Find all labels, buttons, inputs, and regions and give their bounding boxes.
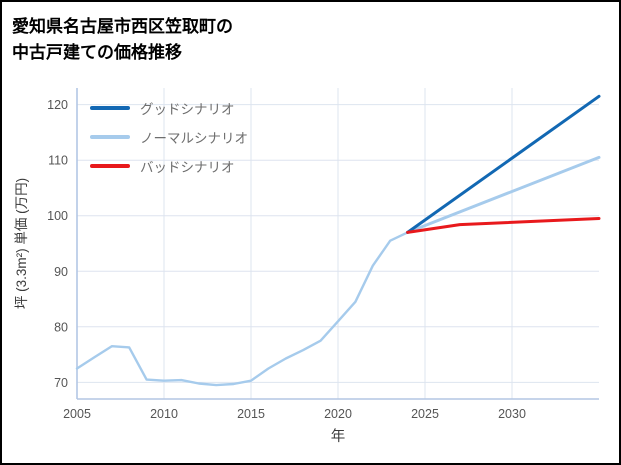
- legend-label: バッドシナリオ: [140, 160, 235, 175]
- x-tick-label: 2010: [150, 407, 178, 421]
- legend-line-swatch: [90, 164, 130, 168]
- y-tick-label: 90: [54, 265, 68, 279]
- y-tick-label: 110: [48, 154, 68, 168]
- x-tick-label: 2025: [411, 407, 439, 421]
- legend-label: ノーマルシナリオ: [140, 131, 248, 146]
- legend-item: バッドシナリオ: [90, 156, 248, 176]
- series-bad-scenario: [406, 217, 601, 234]
- x-tick-label: 2030: [498, 407, 526, 421]
- chart-title-line1: 愛知県名古屋市西区笠取町の: [12, 17, 233, 36]
- legend-item: グッドシナリオ: [90, 98, 248, 118]
- x-tick-label: 2020: [324, 407, 352, 421]
- series-historical: [75, 231, 409, 387]
- legend-item: ノーマルシナリオ: [90, 127, 248, 147]
- y-axis-title: 坪 (3.3m²) 単価 (万円): [14, 178, 29, 309]
- legend-line-swatch: [90, 106, 130, 110]
- x-tick-label: 2015: [237, 407, 265, 421]
- chart-title: 愛知県名古屋市西区笠取町の 中古戸建ての価格推移: [12, 14, 233, 65]
- y-tick-label: 80: [54, 320, 68, 334]
- y-tick-label: 100: [47, 209, 68, 223]
- chart-title-line2: 中古戸建ての価格推移: [12, 42, 182, 62]
- x-axis-title: 年: [331, 428, 346, 445]
- x-tick-label: 2005: [63, 407, 91, 421]
- legend: グッドシナリオ ノーマルシナリオ バッドシナリオ: [90, 98, 248, 176]
- legend-label: グッドシナリオ: [140, 102, 235, 117]
- y-tick-label: 120: [47, 98, 68, 112]
- y-tick-label: 70: [54, 376, 68, 390]
- series-good-scenario: [406, 94, 601, 234]
- legend-line-swatch: [90, 135, 130, 139]
- series-normal-scenario: [406, 155, 601, 234]
